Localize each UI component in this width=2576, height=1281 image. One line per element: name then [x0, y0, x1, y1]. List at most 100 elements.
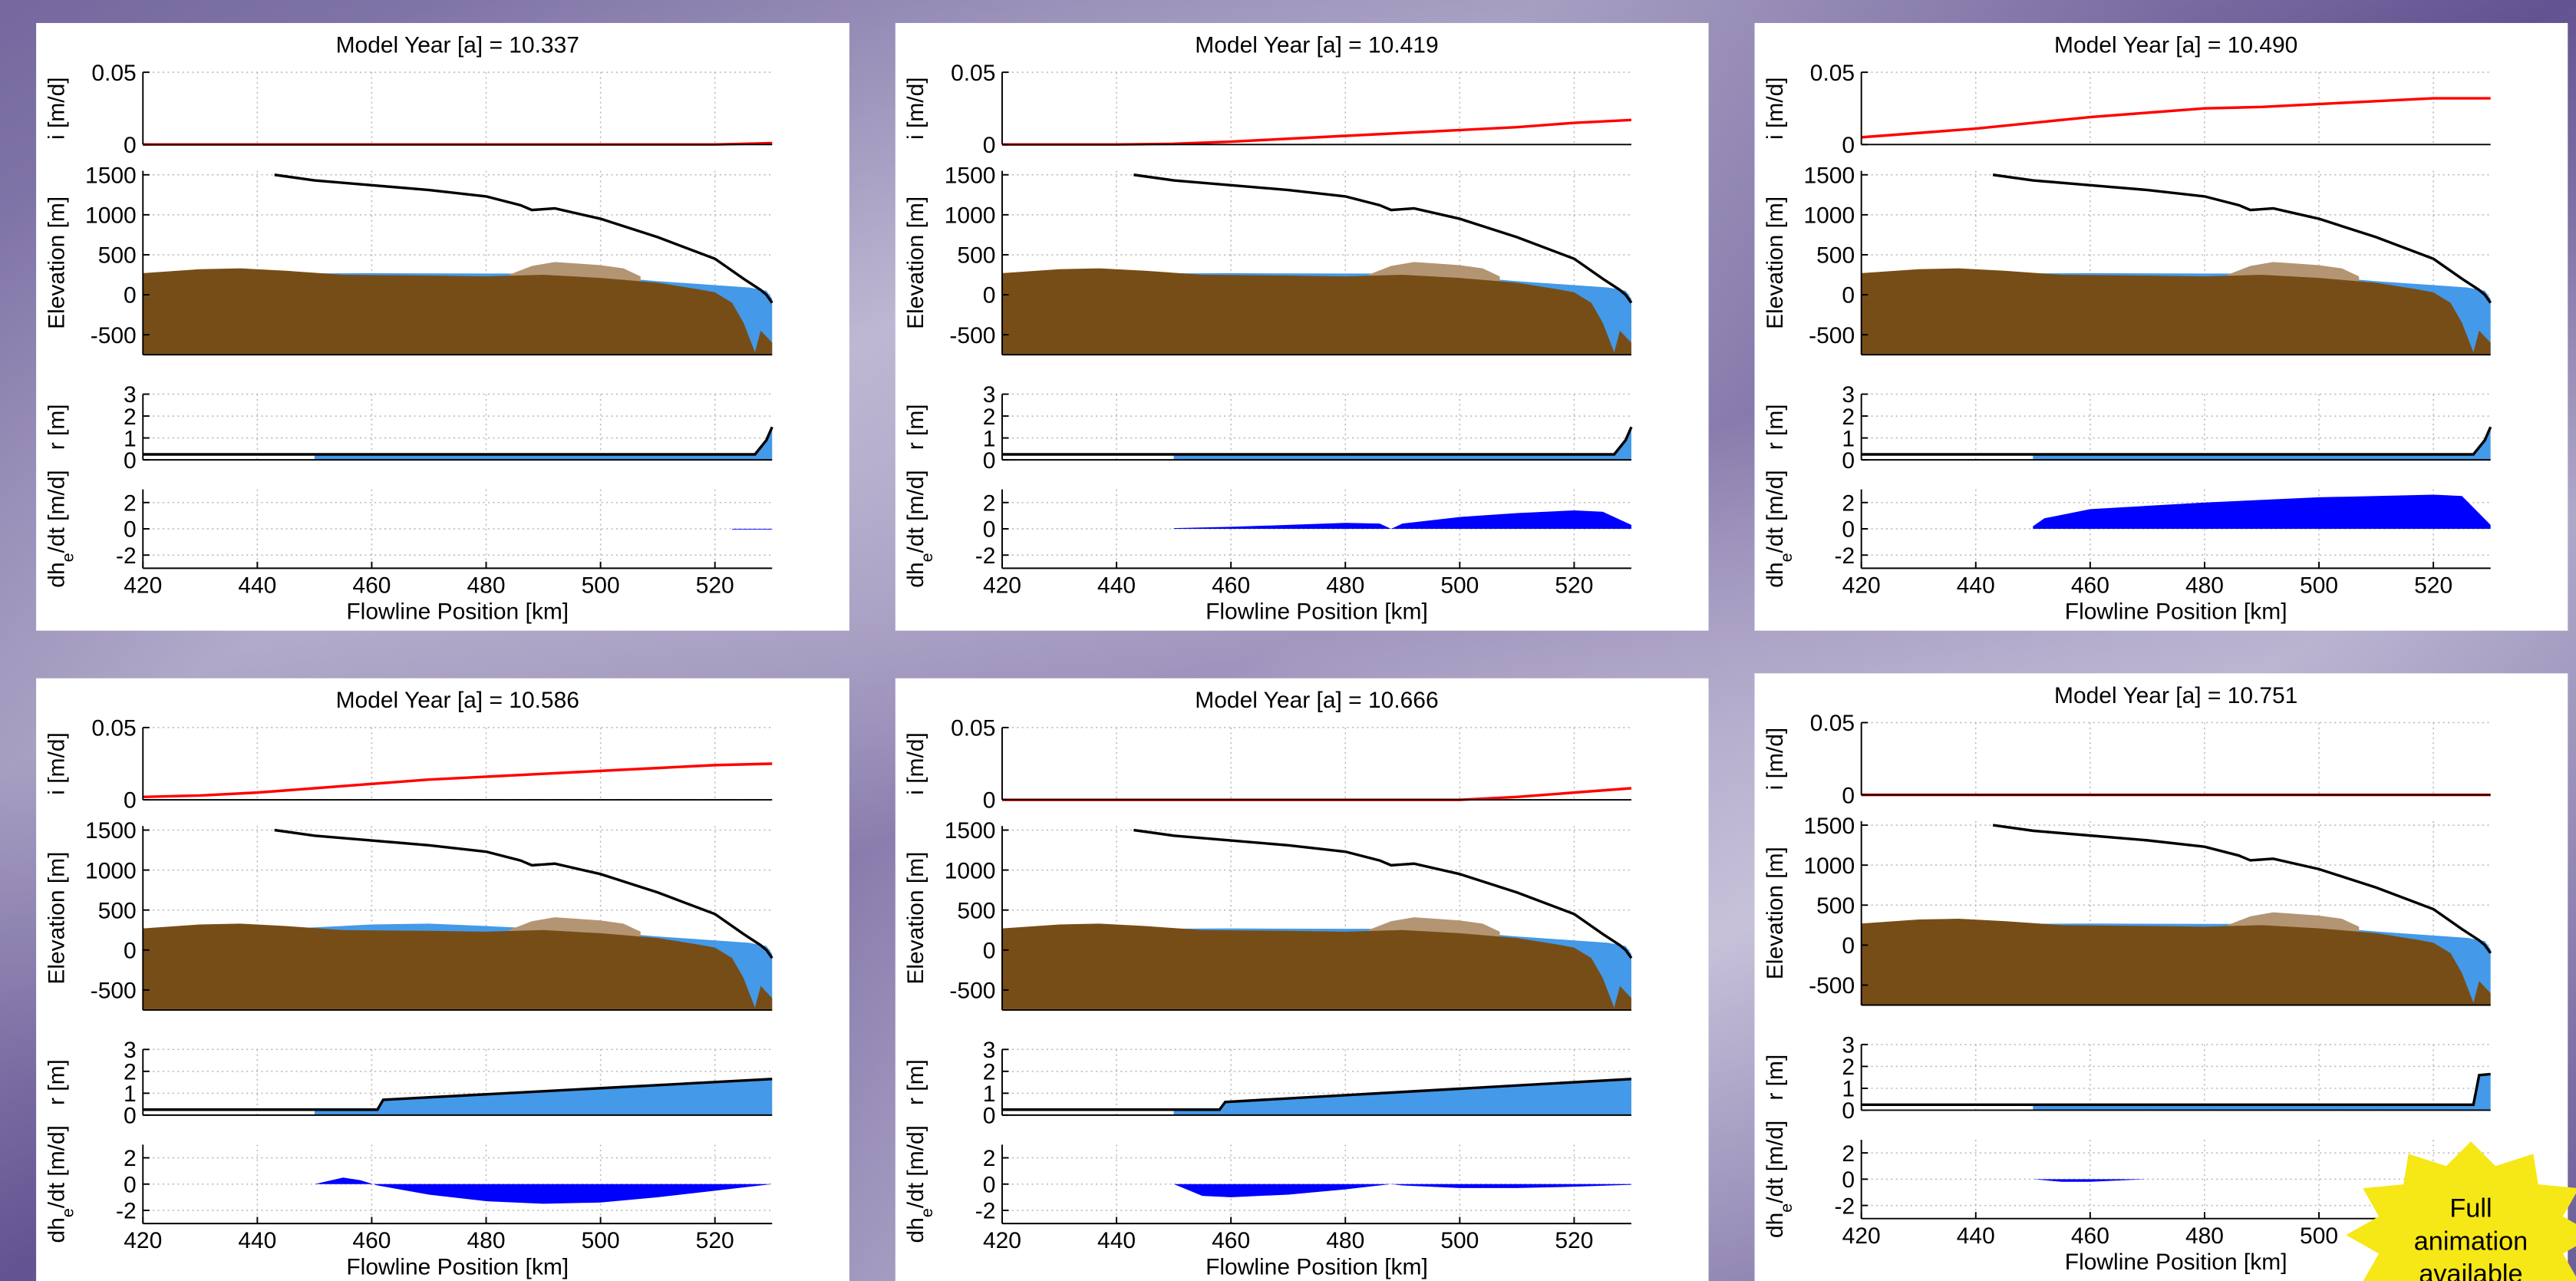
data-area	[1173, 1184, 1631, 1197]
y-axis-label: i [m/d]	[903, 732, 928, 795]
x-tick-label: 500	[1440, 1228, 1479, 1253]
y-tick-label: 1	[124, 1081, 137, 1107]
data-line	[1133, 173, 1633, 304]
x-axis-label: Flowline Position [km]	[1206, 599, 1428, 625]
y-tick-label: 1500	[85, 818, 137, 844]
data-area	[314, 427, 773, 461]
y-tick-label: 1500	[1803, 163, 1855, 188]
y-tick-label: -500	[91, 979, 137, 1004]
y-tick-label: -500	[1809, 323, 1855, 348]
y-tick-label: 0.05	[1810, 61, 1855, 86]
y-tick-label: 0	[983, 133, 996, 158]
data-line	[1001, 426, 1633, 456]
y-tick-label: 2	[983, 490, 996, 516]
data-area	[314, 1078, 773, 1115]
y-axis-label: dhe/dt [m/d]	[1763, 1121, 1796, 1238]
x-tick-label: 440	[238, 1228, 276, 1253]
data-area	[1001, 923, 1631, 1010]
y-tick-label: 3	[983, 1038, 996, 1063]
y-tick-label: 2	[1842, 404, 1855, 430]
data-area	[2033, 1074, 2491, 1111]
y-tick-label: 0	[1842, 517, 1855, 543]
x-tick-label: 420	[983, 573, 1021, 598]
x-tick-label: 480	[2185, 573, 2224, 598]
y-tick-label: 1000	[1803, 853, 1855, 879]
x-axis-label: Flowline Position [km]	[346, 1254, 569, 1279]
y-tick-label: 0	[124, 283, 137, 309]
y-tick-label: 0.05	[1810, 711, 1855, 736]
y-tick-label: 0.05	[91, 61, 136, 86]
y-tick-label: 0	[1842, 1098, 1855, 1124]
x-tick-label: 460	[352, 573, 391, 598]
y-tick-label: 0.05	[91, 716, 136, 741]
x-tick-label: 480	[1326, 573, 1364, 598]
data-area	[1173, 427, 1631, 461]
y-axis-label: i [m/d]	[903, 77, 928, 140]
data-line	[143, 426, 773, 456]
y-tick-label: 1500	[945, 163, 996, 188]
y-axis-label-part: r [m]	[903, 1059, 928, 1105]
panel: Model Year [a] = 10.490 0 0.05 i [m/d] -500 0…	[1754, 22, 2568, 631]
y-axis-label: r [m]	[1763, 404, 1788, 450]
y-axis-label-part: r [m]	[1763, 404, 1788, 450]
y-axis-label: Elevation [m]	[1763, 847, 1788, 979]
y-tick-label: 2	[1842, 1141, 1855, 1167]
y-axis-label: dhe/dt [m/d]	[44, 1125, 77, 1243]
x-tick-label: 420	[983, 1228, 1021, 1253]
y-tick-label: 0	[1842, 933, 1855, 959]
y-tick-label: 0	[983, 517, 996, 543]
y-tick-label: -500	[949, 323, 995, 348]
y-tick-label: 0.05	[951, 61, 995, 86]
y-tick-label: 500	[1816, 243, 1855, 269]
y-tick-label: -2	[116, 543, 137, 569]
badge-star	[2346, 1141, 2576, 1281]
x-tick-label: 440	[1957, 1223, 1995, 1249]
y-axis-label-part: e	[1777, 553, 1796, 562]
y-axis-label-part: Elevation [m]	[1763, 196, 1788, 329]
y-tick-label: 1000	[85, 203, 137, 229]
data-line	[274, 173, 773, 304]
chart-title: Model Year [a] = 10.337	[336, 32, 579, 58]
y-axis-label: i [m/d]	[1763, 77, 1788, 140]
chart-title: Model Year [a] = 10.586	[336, 688, 579, 713]
y-axis-label-part: dh	[44, 1217, 69, 1243]
x-tick-label: 480	[467, 573, 506, 598]
y-axis-label: r [m]	[44, 404, 69, 450]
y-axis-label: Elevation [m]	[903, 852, 928, 985]
chart-title: Model Year [a] = 10.751	[2054, 683, 2297, 708]
y-axis-label: Elevation [m]	[44, 196, 69, 329]
data-line	[1861, 97, 2491, 139]
data-line	[143, 762, 773, 799]
badge-text: available	[2419, 1260, 2522, 1281]
y-axis-label-part: /dt [m/d]	[903, 470, 928, 553]
y-axis-label: dhe/dt [m/d]	[903, 470, 936, 587]
data-line	[143, 1078, 773, 1111]
y-axis-label-part: Elevation [m]	[903, 196, 928, 329]
x-tick-label: 480	[1326, 1228, 1364, 1253]
y-tick-label: 1	[124, 426, 137, 451]
y-axis-label-part: r [m]	[44, 404, 69, 450]
y-tick-label: -500	[91, 323, 137, 348]
x-tick-label: 440	[238, 573, 276, 598]
y-axis-label: r [m]	[903, 1059, 928, 1105]
x-tick-label: 500	[582, 1228, 620, 1253]
y-tick-label: 500	[957, 243, 995, 269]
y-axis-label-part: Elevation [m]	[1763, 847, 1788, 979]
x-tick-label: 460	[1212, 1228, 1250, 1253]
panel: Model Year [a] = 10.337 0 0.05 i [m/d] -500 0…	[36, 22, 849, 631]
data-line	[1992, 824, 2492, 954]
data-line	[274, 828, 773, 959]
y-axis-label-part: /dt [m/d]	[1763, 470, 1788, 553]
y-tick-label: -2	[975, 543, 996, 569]
x-axis-label: Flowline Position [km]	[1206, 1254, 1428, 1279]
x-tick-label: 500	[2300, 1223, 2338, 1249]
x-tick-label: 420	[124, 573, 162, 598]
y-axis-label-part: Elevation [m]	[44, 852, 69, 985]
panel: Model Year [a] = 10.586 0 0.05 i [m/d] -500 0…	[36, 678, 849, 1281]
y-tick-label: 3	[1842, 1033, 1855, 1058]
y-axis-label-part: /dt [m/d]	[44, 470, 69, 553]
y-tick-label: 1	[1842, 426, 1855, 451]
data-area	[2033, 494, 2491, 529]
y-tick-label: -2	[1834, 1194, 1855, 1219]
y-axis-label: dhe/dt [m/d]	[903, 1125, 936, 1243]
